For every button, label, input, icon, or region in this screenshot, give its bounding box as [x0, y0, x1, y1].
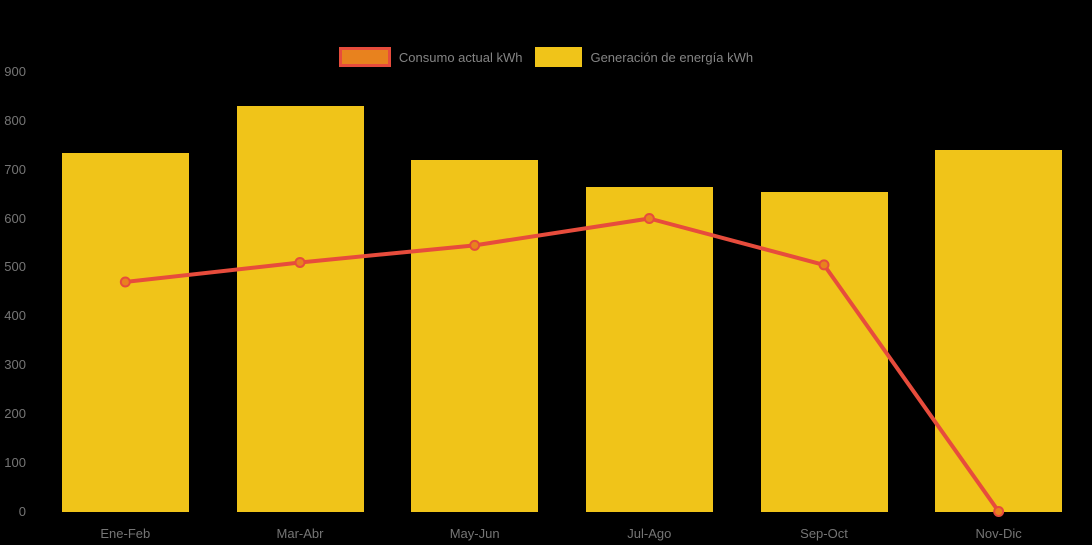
- x-axis-category-label: Nov-Dic: [975, 526, 1022, 541]
- legend-label-consumo: Consumo actual kWh: [398, 49, 523, 65]
- generacion-swatch-icon: [535, 47, 583, 67]
- legend-item-generacion[interactable]: Generación de energía kWh: [535, 47, 753, 67]
- y-axis-tick-label: 900: [4, 64, 26, 79]
- x-axis-category-label: May-Jun: [449, 526, 500, 541]
- generation-bar: [61, 152, 189, 512]
- generation-bar: [411, 159, 539, 512]
- legend: Consumo actual kWh Generación de energía…: [0, 47, 1092, 67]
- y-axis-tick-label: 0: [18, 503, 26, 519]
- y-axis-tick-label: 100: [4, 454, 26, 470]
- generation-bar: [760, 191, 888, 512]
- y-axis-tick-label: 700: [4, 161, 26, 177]
- y-axis-tick-label: 200: [4, 405, 26, 421]
- y-axis-tick-label: 300: [4, 357, 26, 372]
- x-axis-category-label: Ene-Feb: [100, 526, 151, 541]
- generation-bar: [236, 106, 364, 512]
- generation-bar: [935, 150, 1063, 512]
- generation-bar: [585, 186, 713, 512]
- legend-item-consumo-actual[interactable]: Consumo actual kWh: [338, 47, 523, 67]
- x-axis-category-label: Jul-Ago: [627, 526, 672, 541]
- y-axis-tick-label: 600: [4, 210, 26, 226]
- x-axis-category-label: Sep-Oct: [800, 526, 848, 541]
- consumo-swatch-icon: [338, 47, 391, 67]
- y-axis-tick-label: 500: [4, 259, 26, 275]
- y-axis-tick-label: 400: [4, 308, 26, 324]
- legend-label-generacion: Generación de energía kWh: [590, 49, 754, 65]
- x-axis-category-label: Mar-Abr: [276, 526, 324, 541]
- y-axis-tick-label: 800: [4, 112, 26, 128]
